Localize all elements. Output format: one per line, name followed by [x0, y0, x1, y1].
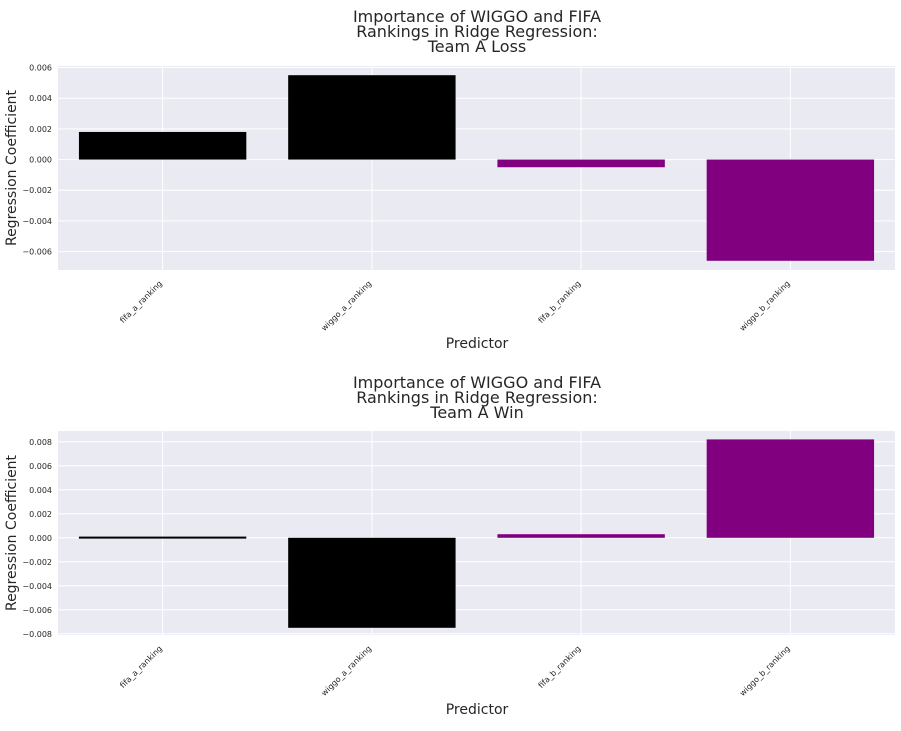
- bar-wiggo-b-ranking: [706, 439, 875, 538]
- chart-title: Importance of WIGGO and FIFA Rankings in …: [353, 7, 601, 56]
- x-tick-label: wiggo_a_ranking: [320, 279, 374, 333]
- y-tick-label: 0.008: [29, 438, 52, 447]
- bar-wiggo-a-ranking: [288, 537, 456, 628]
- bars: [78, 75, 875, 261]
- y-tick-label: −0.006: [22, 606, 52, 615]
- chart-title-line: Importance of WIGGO and FIFA: [353, 373, 601, 392]
- y-tick-label: 0.004: [29, 486, 52, 495]
- bar-fifa-b-ranking: [497, 534, 665, 538]
- y-tick-label: −0.002: [22, 558, 52, 567]
- bar-fifa-a-ranking: [78, 536, 247, 539]
- chart-title-line: Rankings in Ridge Regression:: [356, 388, 598, 407]
- x-ticks: fifa_a_ranking wiggo_a_ranking fifa_b_rank…: [118, 279, 792, 333]
- x-tick-label: fifa_b_ranking: [536, 644, 582, 690]
- bar-wiggo-b-ranking: [706, 159, 875, 261]
- chart-panel-team-a-win: Importance of WIGGO and FIFA Rankings in …: [4, 373, 895, 718]
- y-tick-label: −0.004: [22, 217, 52, 226]
- y-tick-label: 0.004: [29, 94, 52, 103]
- x-tick-label: wiggo_a_ranking: [320, 644, 374, 698]
- bars: [78, 439, 875, 628]
- y-tick-label: −0.002: [22, 186, 52, 195]
- x-axis-label: Predictor: [446, 702, 509, 718]
- x-tick-label: fifa_a_ranking: [118, 644, 164, 690]
- y-tick-label: −0.006: [22, 248, 52, 257]
- y-tick-label: 0.002: [29, 510, 52, 519]
- y-axis-label: Regression Coefficient: [4, 454, 20, 611]
- bar-fifa-a-ranking: [78, 131, 247, 160]
- y-ticks: −0.006 −0.004 −0.002 0.000 0.002 0.004 0.006: [22, 64, 52, 257]
- x-tick-label: fifa_a_ranking: [118, 279, 164, 325]
- x-tick-label: wiggo_b_ranking: [738, 279, 792, 333]
- y-tick-label: 0.000: [29, 534, 52, 543]
- y-tick-label: 0.002: [29, 125, 52, 134]
- y-tick-label: 0.006: [29, 64, 52, 73]
- bar-wiggo-a-ranking: [288, 75, 456, 160]
- y-tick-label: 0.000: [29, 156, 52, 165]
- y-axis-label: Regression Coefficient: [4, 89, 20, 246]
- x-ticks: fifa_a_ranking wiggo_a_ranking fifa_b_rank…: [118, 644, 792, 698]
- x-tick-label: fifa_b_ranking: [536, 279, 582, 325]
- x-axis-label: Predictor: [446, 336, 509, 352]
- chart-title-line: Team A Win: [429, 403, 523, 422]
- y-tick-label: −0.004: [22, 582, 52, 591]
- x-tick-label: wiggo_b_ranking: [738, 644, 792, 698]
- chart-title-line: Team A Loss: [427, 37, 527, 56]
- y-tick-label: 0.006: [29, 462, 52, 471]
- y-tick-label: −0.008: [22, 630, 52, 639]
- chart-title-line: Importance of WIGGO and FIFA: [353, 7, 601, 26]
- y-ticks: −0.008 −0.006 −0.004 −0.002 0.000 0.002 0.004 0…: [22, 438, 52, 639]
- chart-title-line: Rankings in Ridge Regression:: [356, 22, 598, 41]
- chart-title: Importance of WIGGO and FIFA Rankings in …: [353, 373, 601, 422]
- bar-fifa-b-ranking: [497, 159, 665, 168]
- chart-panel-team-a-loss: Importance of WIGGO and FIFA Rankings in …: [4, 7, 895, 352]
